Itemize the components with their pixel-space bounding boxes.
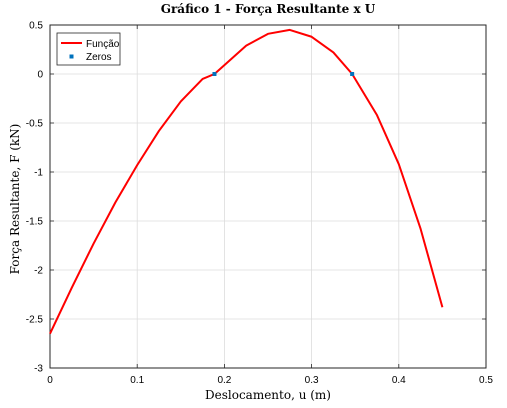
- legend-box: [56, 32, 121, 66]
- y-tick-label: -3: [34, 364, 43, 375]
- zero-point-marker: [350, 72, 355, 76]
- y-tick-label: -0.5: [26, 119, 44, 130]
- x-tick-label: 0.1: [130, 375, 144, 386]
- x-tick-label: 0.2: [217, 375, 231, 386]
- legend-marker-swatch: [69, 54, 74, 59]
- x-tick-label: 0: [47, 375, 53, 386]
- zero-point-marker: [212, 72, 217, 76]
- y-tick-label: -2.5: [26, 315, 44, 326]
- y-axis-label: Força Resultante, F (kN): [8, 124, 22, 275]
- y-tick-label: -2: [34, 266, 43, 277]
- legend: Função Zeros: [56, 32, 121, 66]
- chart-title: Gráfico 1 - Força Resultante x U: [161, 2, 376, 16]
- x-axis-label: Deslocamento, u (m): [205, 388, 331, 402]
- axis-ticks: 0 0.1 0.2 0.3 0.4 0.5 0.5 0 -0.5 -1 -1.5 -2 -2.5 -3: [26, 21, 494, 387]
- plot-frame: [49, 24, 487, 369]
- x-tick-label: 0.4: [392, 375, 406, 386]
- series: [49, 28, 444, 335]
- series-funcao-line: [49, 28, 444, 335]
- legend-entry-funcao: Função: [86, 39, 120, 50]
- x-tick-label: 0.3: [305, 375, 319, 386]
- x-tick-label: 0.5: [479, 375, 493, 386]
- y-tick-label: 0: [37, 70, 43, 81]
- legend-entry-zeros: Zeros: [86, 52, 112, 63]
- y-tick-label: -1.5: [26, 217, 44, 228]
- y-tick-label: -1: [34, 168, 43, 179]
- y-tick-label: 0.5: [29, 21, 43, 32]
